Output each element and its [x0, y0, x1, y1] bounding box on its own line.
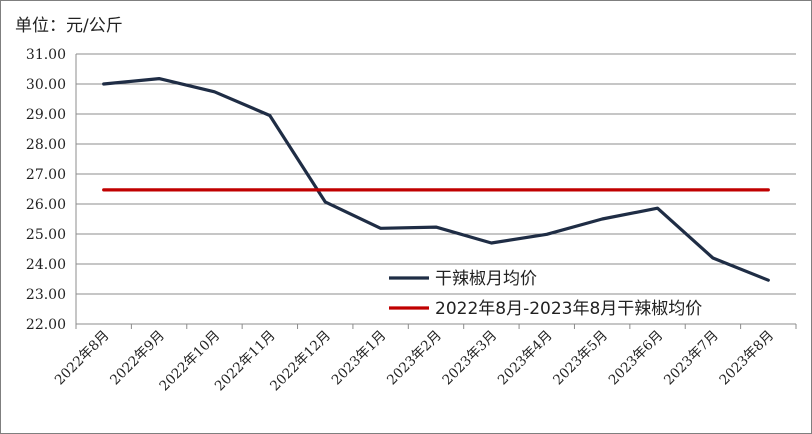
y-tick-label: 27.00 [26, 167, 66, 183]
gridlines [76, 53, 796, 295]
y-tick-label: 30.00 [26, 77, 66, 93]
x-tick-label: 2023年8月 [716, 328, 777, 389]
y-tick-label: 26.00 [26, 197, 66, 213]
x-tick-label: 2022年8月 [52, 328, 113, 389]
series-line-1 [102, 76, 770, 282]
y-tick-label: 25.00 [26, 227, 66, 243]
series-layer [102, 76, 770, 282]
x-tick-label: 2023年1月 [329, 328, 390, 389]
y-tick-label: 28.00 [26, 137, 66, 153]
x-tick-label: 2023年2月 [384, 328, 445, 389]
legend: 干辣椒月均价 2022年8月-2023年8月干辣椒均价 [389, 269, 702, 319]
legend-label-1: 干辣椒月均价 [435, 269, 537, 289]
legend-label-2: 2022年8月-2023年8月干辣椒均价 [435, 299, 702, 319]
x-tick-label: 2023年5月 [550, 328, 611, 389]
y-tick-label: 23.00 [26, 287, 66, 303]
unit-label: 单位：元/公斤 [15, 16, 123, 36]
y-tick-label: 24.00 [26, 257, 66, 273]
x-tick-label: 2023年7月 [661, 328, 722, 389]
x-tick-label: 2023年3月 [439, 328, 500, 389]
y-tick-label: 31.00 [26, 47, 66, 63]
x-tick-label: 2022年9月 [107, 328, 168, 389]
x-tick-label: 2023年4月 [495, 328, 556, 389]
axes: 22.00 23.00 24.00 25.00 26.00 27.00 28.00 29.00… [26, 47, 797, 394]
x-tick-label: 2023年6月 [606, 328, 667, 389]
y-tick-label: 22.00 [26, 317, 66, 333]
y-tick-label: 29.00 [26, 107, 66, 123]
